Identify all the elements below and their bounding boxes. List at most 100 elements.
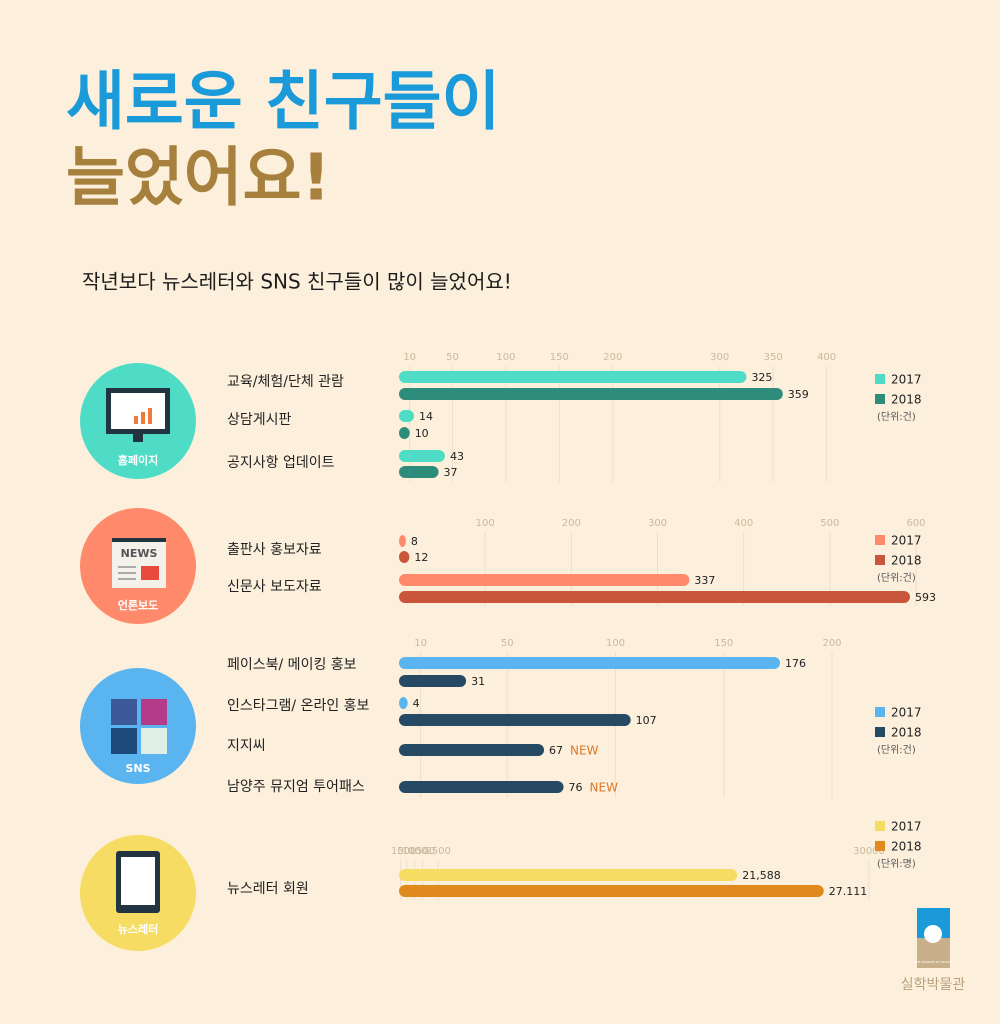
legend-label: 2017: [891, 373, 922, 387]
value-label: 27.111: [829, 885, 868, 898]
value-label: 76: [569, 781, 583, 794]
x-tick-label: 600: [906, 518, 925, 529]
bar: [399, 744, 545, 756]
logo: THE MUSEUM OF SILHAK 실학박물관: [901, 908, 966, 993]
legend-label: 2018: [891, 726, 922, 740]
legend-label: 2018: [891, 840, 922, 854]
bar: [399, 657, 781, 669]
value-label: 593: [915, 591, 936, 604]
value-label: 4: [413, 697, 420, 710]
category-label: 인스타그램/ 온라인 홍보: [227, 698, 370, 714]
value-label: 14: [419, 410, 433, 423]
bar: [399, 574, 690, 586]
bar: [399, 781, 564, 793]
x-tick-label: 400: [734, 518, 753, 529]
x-tick-label: 1500: [410, 846, 435, 857]
legend-swatch: [875, 707, 885, 717]
icon-sns: [80, 668, 196, 784]
x-tick-label: 10: [403, 352, 416, 363]
legend-swatch: [875, 394, 885, 404]
icon-homepage: [80, 363, 196, 479]
value-label: 176: [785, 657, 806, 670]
value-label: 43: [450, 450, 464, 463]
bar: [399, 535, 406, 547]
bar: [399, 714, 631, 726]
category-label: 페이스북/ 메이킹 홍보: [227, 657, 357, 673]
x-tick-label: 30000: [853, 846, 885, 857]
category-label: 출판사 홍보자료: [227, 542, 322, 558]
x-tick-label: 2500: [425, 846, 450, 857]
legend-swatch: [875, 841, 885, 851]
bar: [399, 450, 445, 462]
legend-swatch: [875, 727, 885, 737]
x-tick-label: 50: [446, 352, 459, 363]
bar: [399, 371, 747, 383]
legend-label: 2017: [891, 534, 922, 548]
bar: [399, 697, 408, 709]
title-line1: 새로운 친구들이: [66, 66, 500, 140]
value-label: 107: [636, 714, 657, 727]
value-label: 337: [694, 574, 715, 587]
bar: [399, 591, 910, 603]
icon-text: NEWS: [121, 547, 158, 560]
section-label: 뉴스레터: [118, 922, 158, 936]
category-label: 남양주 뮤지엄 투어패스: [227, 779, 365, 795]
subtitle: 작년보다 뉴스레터와 SNS 친구들이 많이 늘었어요!: [82, 270, 512, 294]
category-label: 상담게시판: [227, 412, 292, 428]
icon-press: [80, 508, 196, 624]
bar: [399, 388, 783, 400]
x-tick-label: 100: [496, 352, 515, 363]
tag-label: NEW: [590, 781, 619, 795]
section-label: 언론보도: [118, 599, 158, 612]
x-tick-label: 200: [603, 352, 622, 363]
bar: [399, 466, 439, 478]
bar: [399, 885, 824, 897]
category-label: 교육/체험/단체 관람: [227, 374, 344, 390]
bar: [399, 410, 414, 422]
value-label: 31: [471, 675, 485, 688]
legend-label: 2017: [891, 820, 922, 834]
legend-swatch: [875, 821, 885, 831]
x-tick-label: 50: [501, 638, 514, 649]
legend-label: 2018: [891, 554, 922, 568]
x-tick-label: 200: [822, 638, 841, 649]
logo-small: THE MUSEUM OF SILHAK: [913, 960, 952, 964]
x-tick-label: 100: [476, 518, 495, 529]
value-label: 10: [415, 427, 429, 440]
bar: [399, 551, 410, 563]
legend-swatch: [875, 555, 885, 565]
value-label: 359: [788, 388, 809, 401]
x-tick-label: 100: [606, 638, 625, 649]
logo-name: 실학박물관: [901, 977, 966, 993]
unit-label: (단위:건): [877, 743, 916, 756]
section-label: 홈페이지: [118, 453, 158, 467]
title-line2: 늘었어요!: [66, 142, 331, 216]
x-tick-label: 1000: [402, 846, 427, 857]
icon-newsletter: [80, 835, 196, 951]
value-label: 21,588: [742, 869, 781, 882]
x-tick-label: 500: [820, 518, 839, 529]
unit-label: (단위:명): [877, 857, 916, 870]
value-label: 325: [751, 371, 772, 384]
x-tick-label: 400: [817, 352, 836, 363]
x-tick-label: 350: [764, 352, 783, 363]
value-label: 12: [414, 551, 428, 564]
value-label: 8: [411, 535, 418, 548]
category-label: 지지씨: [227, 738, 266, 754]
category-label: 신문사 보도자료: [227, 579, 322, 595]
unit-label: (단위:건): [877, 410, 916, 423]
legend-swatch: [875, 535, 885, 545]
bar: [399, 427, 410, 439]
bar: [399, 869, 738, 881]
value-label: 37: [444, 466, 458, 479]
tag-label: NEW: [570, 744, 599, 758]
bar: [399, 675, 467, 687]
x-tick-label: 200: [562, 518, 581, 529]
legend-label: 2018: [891, 393, 922, 407]
section-label: SNS: [125, 762, 150, 775]
x-tick-label: 500: [397, 846, 416, 857]
x-tick-label: 300: [648, 518, 667, 529]
value-label: 67: [549, 744, 563, 757]
x-tick-label: 100: [391, 846, 410, 857]
